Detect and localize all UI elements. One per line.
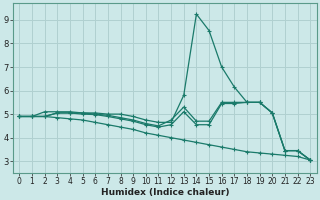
X-axis label: Humidex (Indice chaleur): Humidex (Indice chaleur)	[100, 188, 229, 197]
